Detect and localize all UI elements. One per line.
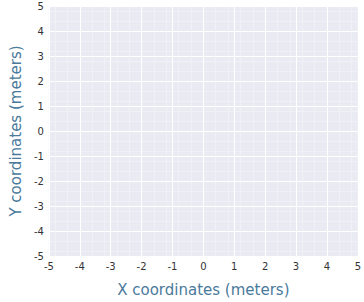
svg-text:2: 2 bbox=[37, 76, 43, 87]
svg-text:X coordinates (meters): X coordinates (meters) bbox=[117, 281, 289, 299]
svg-text:-5: -5 bbox=[34, 251, 44, 262]
svg-text:5: 5 bbox=[37, 1, 43, 12]
svg-text:-1: -1 bbox=[167, 261, 177, 272]
svg-text:-2: -2 bbox=[34, 176, 44, 187]
svg-text:1: 1 bbox=[231, 261, 237, 272]
svg-text:-4: -4 bbox=[75, 261, 85, 272]
svg-text:0: 0 bbox=[37, 126, 43, 137]
svg-text:-4: -4 bbox=[34, 226, 44, 237]
svg-text:1: 1 bbox=[37, 101, 43, 112]
svg-text:-3: -3 bbox=[106, 261, 116, 272]
svg-text:4: 4 bbox=[324, 261, 330, 272]
svg-text:Y coordinates (meters): Y coordinates (meters) bbox=[7, 45, 25, 217]
svg-text:5: 5 bbox=[355, 261, 361, 272]
svg-text:3: 3 bbox=[293, 261, 299, 272]
svg-text:-5: -5 bbox=[44, 261, 54, 272]
svg-text:0: 0 bbox=[200, 261, 206, 272]
svg-text:2: 2 bbox=[262, 261, 268, 272]
svg-text:3: 3 bbox=[37, 51, 43, 62]
svg-text:-1: -1 bbox=[34, 151, 44, 162]
svg-text:4: 4 bbox=[37, 26, 43, 37]
svg-text:-2: -2 bbox=[137, 261, 147, 272]
svg-text:-3: -3 bbox=[34, 201, 44, 212]
